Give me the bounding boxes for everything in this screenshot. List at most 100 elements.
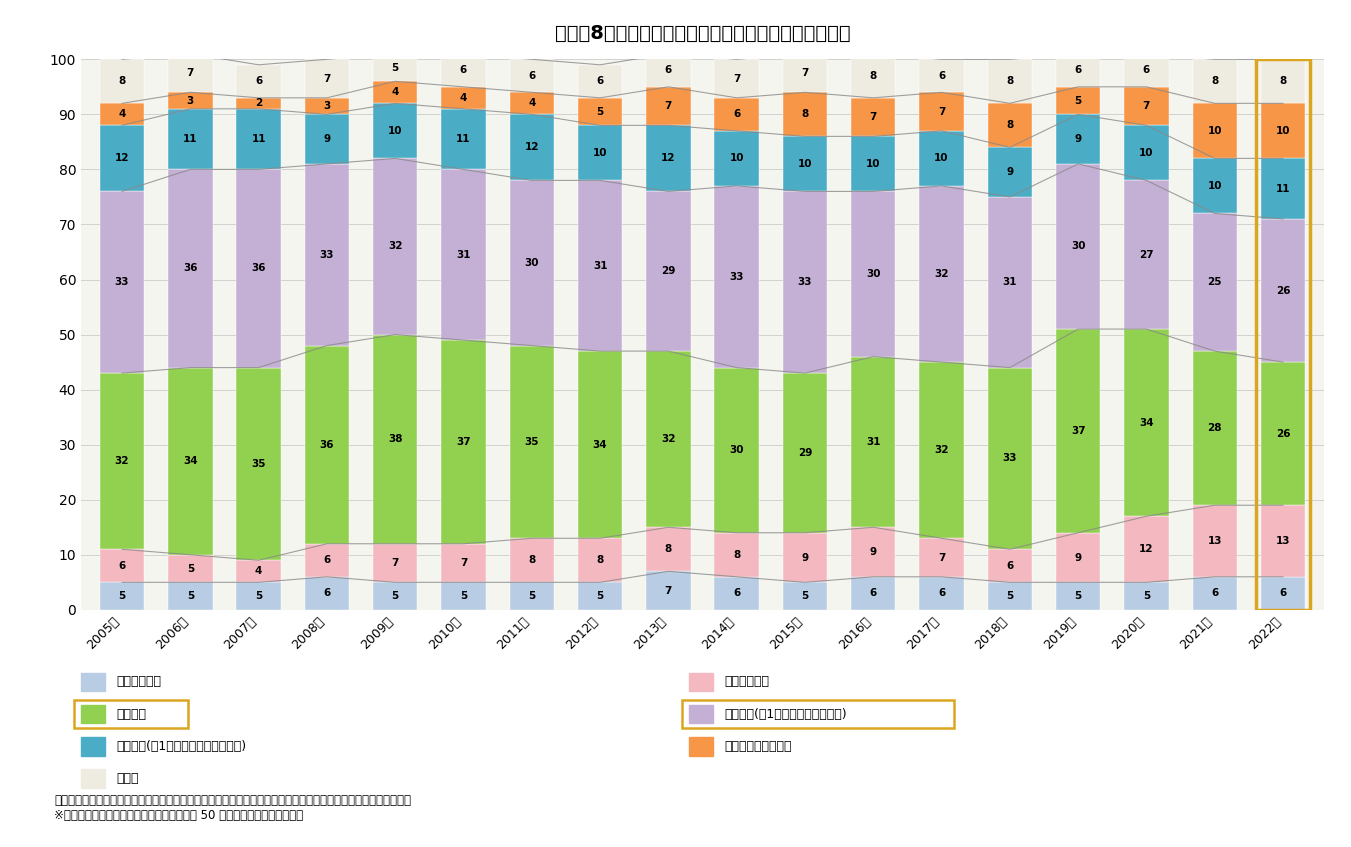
- Text: 8: 8: [528, 556, 535, 565]
- Text: 7: 7: [938, 107, 946, 117]
- Text: 9: 9: [1006, 167, 1013, 177]
- Text: 29: 29: [661, 266, 676, 276]
- Bar: [373, 53, 417, 81]
- Bar: [442, 53, 486, 86]
- Text: 10: 10: [866, 159, 881, 169]
- Bar: [100, 125, 145, 191]
- Bar: [168, 368, 212, 555]
- Bar: [715, 368, 759, 533]
- Bar: [168, 169, 212, 368]
- Bar: [782, 583, 827, 610]
- Bar: [236, 169, 281, 368]
- Text: 29: 29: [798, 448, 812, 458]
- Text: 8: 8: [734, 550, 740, 560]
- Text: 5: 5: [801, 591, 809, 601]
- Bar: [1260, 103, 1305, 158]
- Bar: [1056, 329, 1100, 533]
- Text: 5: 5: [392, 63, 399, 73]
- Bar: [715, 533, 759, 577]
- Text: 11: 11: [251, 134, 266, 144]
- Bar: [988, 59, 1032, 103]
- Bar: [988, 368, 1032, 549]
- Bar: [1056, 533, 1100, 583]
- Text: 32: 32: [661, 435, 676, 444]
- Text: 37: 37: [1071, 426, 1085, 436]
- Text: 7: 7: [392, 558, 399, 568]
- Bar: [1260, 577, 1305, 610]
- Bar: [646, 351, 690, 527]
- Text: 子供あり(第1子小学校入学以上世帯): 子供あり(第1子小学校入学以上世帯): [116, 739, 246, 753]
- Bar: [442, 169, 486, 340]
- Text: 31: 31: [457, 250, 470, 260]
- Text: 夫婦のみ: 夫婦のみ: [116, 707, 146, 721]
- Text: 9: 9: [1074, 134, 1082, 144]
- Text: 10: 10: [1275, 126, 1290, 136]
- Text: 6: 6: [1074, 65, 1082, 75]
- Text: 6: 6: [1006, 561, 1013, 571]
- Text: 7: 7: [801, 68, 809, 78]
- Text: 32: 32: [935, 446, 948, 455]
- Text: 31: 31: [593, 261, 608, 271]
- Bar: [851, 97, 896, 136]
- Bar: [509, 59, 554, 92]
- Text: 5: 5: [1074, 96, 1082, 106]
- Text: 6: 6: [938, 71, 946, 80]
- Bar: [168, 583, 212, 610]
- Bar: [851, 136, 896, 191]
- Text: 6: 6: [870, 589, 877, 598]
- Bar: [373, 103, 417, 158]
- Bar: [1124, 86, 1169, 125]
- Text: 6: 6: [323, 589, 331, 598]
- Text: 33: 33: [115, 277, 130, 287]
- Bar: [1124, 53, 1169, 86]
- Bar: [851, 53, 896, 97]
- Text: 9: 9: [323, 134, 331, 144]
- Bar: [305, 577, 349, 610]
- Bar: [236, 561, 281, 583]
- Text: 35: 35: [251, 459, 266, 469]
- Bar: [442, 583, 486, 610]
- Bar: [305, 114, 349, 163]
- Bar: [305, 98, 349, 114]
- Bar: [168, 53, 212, 92]
- Text: 8: 8: [1279, 76, 1286, 86]
- Bar: [100, 583, 145, 610]
- Text: 13: 13: [1275, 536, 1290, 546]
- Text: 33: 33: [797, 277, 812, 287]
- Text: 8: 8: [665, 545, 671, 554]
- Text: 5: 5: [596, 107, 604, 117]
- Text: 6: 6: [665, 65, 671, 75]
- Text: 30: 30: [1071, 241, 1085, 252]
- Bar: [578, 539, 623, 583]
- Text: 8: 8: [119, 76, 126, 86]
- Text: 34: 34: [593, 440, 608, 450]
- Text: 12: 12: [115, 153, 130, 163]
- Bar: [236, 98, 281, 108]
- Bar: [782, 533, 827, 583]
- Text: 5: 5: [1006, 591, 1013, 601]
- Bar: [100, 59, 145, 103]
- Text: 34: 34: [182, 457, 197, 466]
- Text: 7: 7: [323, 74, 331, 84]
- Text: 6: 6: [119, 561, 126, 571]
- Text: 3: 3: [186, 96, 195, 106]
- Text: 12: 12: [524, 142, 539, 152]
- Bar: [305, 59, 349, 97]
- Bar: [100, 373, 145, 549]
- Text: 38: 38: [388, 435, 403, 444]
- Text: 4: 4: [459, 93, 467, 102]
- Bar: [305, 346, 349, 544]
- Text: 33: 33: [730, 272, 744, 282]
- Bar: [373, 544, 417, 583]
- Text: 5: 5: [596, 591, 604, 601]
- Bar: [1056, 86, 1100, 114]
- Bar: [1056, 163, 1100, 329]
- Bar: [509, 346, 554, 539]
- Bar: [373, 583, 417, 610]
- Text: 8: 8: [1006, 120, 1013, 130]
- Text: 6: 6: [1143, 65, 1150, 75]
- Bar: [1260, 219, 1305, 362]
- Bar: [578, 180, 623, 351]
- Text: 3: 3: [323, 101, 331, 111]
- Bar: [373, 81, 417, 103]
